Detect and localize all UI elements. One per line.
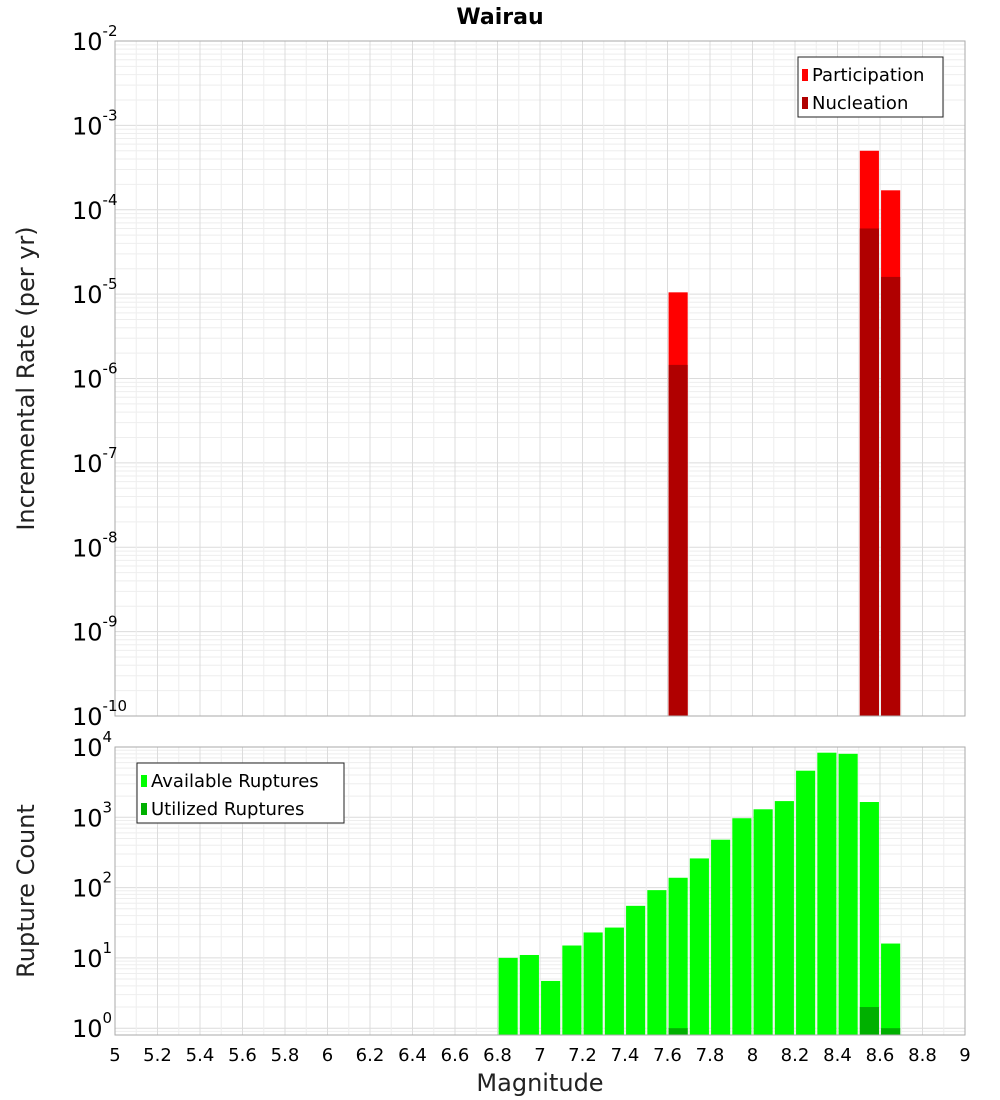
- x-tick-label: 7: [534, 1045, 545, 1066]
- x-tick-label: 5.4: [186, 1045, 215, 1066]
- legend-label-utilized-ruptures: Utilized Ruptures: [151, 799, 304, 820]
- x-tick-label: 5.8: [271, 1045, 300, 1066]
- rate-panel-frame: [114, 40, 966, 717]
- x-tick-label: 8: [747, 1045, 758, 1066]
- legend-label-participation: Participation: [812, 65, 924, 86]
- rate-panel-y-ticks: 10-10 10-9 10-8 10-7 10-6 10-5 10-4 10-3 10-2: [72, 22, 127, 731]
- y-tick-label: 103: [72, 798, 112, 832]
- legend-swatch-participation: [802, 69, 808, 81]
- bar-available-ruptures: [604, 927, 624, 1035]
- bar-utilized-ruptures: [881, 1028, 901, 1035]
- rate-panel-legend: Participation Nucleation: [797, 56, 944, 118]
- y-tick-label: 10-9: [72, 613, 118, 647]
- y-tick-label: 10-10: [72, 697, 127, 731]
- legend-label-available-ruptures: Available Ruptures: [151, 771, 319, 792]
- x-tick-label: 9: [959, 1045, 970, 1066]
- rupture-count-panel-y-axis-label: Rupture Count: [12, 804, 40, 978]
- bar-available-ruptures: [881, 943, 901, 1035]
- x-tick-label: 8.8: [908, 1045, 937, 1066]
- legend-swatch-nucleation: [802, 97, 808, 109]
- y-tick-label: 10-7: [72, 444, 118, 478]
- x-tick-label: 6: [322, 1045, 333, 1066]
- rupture-count-panel-bars: [498, 752, 901, 1035]
- legend-label-nucleation: Nucleation: [812, 93, 908, 114]
- legend-swatch-available-ruptures: [141, 775, 147, 787]
- bar-available-ruptures: [519, 954, 539, 1035]
- rate-panel: 10-10 10-9 10-8 10-7 10-6 10-5 10-4 10-3 10-2 In…: [12, 22, 966, 731]
- magnitude-x-axis-label: Magnitude: [476, 1069, 603, 1097]
- x-tick-label: 7.6: [653, 1045, 682, 1066]
- legend-box: [136, 762, 345, 824]
- x-tick-label: 8.2: [781, 1045, 810, 1066]
- x-tick-label: 6.2: [356, 1045, 385, 1066]
- bar-available-ruptures: [647, 890, 667, 1035]
- bar-utilized-ruptures: [859, 1007, 879, 1035]
- rate-panel-bars: [668, 150, 901, 716]
- bar-available-ruptures: [774, 801, 794, 1035]
- x-tick-label: 7.8: [696, 1045, 725, 1066]
- y-tick-label: 101: [72, 939, 112, 973]
- rupture-count-panel-legend: Available Ruptures Utilized Ruptures: [136, 762, 345, 824]
- y-tick-label: 102: [72, 869, 112, 903]
- x-tick-label: 6.4: [398, 1045, 427, 1066]
- bar-utilized-ruptures: [668, 1028, 688, 1035]
- bar-available-ruptures: [753, 809, 773, 1035]
- bar-available-ruptures: [583, 932, 603, 1035]
- bar-available-ruptures: [626, 905, 646, 1035]
- x-tick-label: 5.2: [143, 1045, 172, 1066]
- bar-available-ruptures: [711, 839, 731, 1035]
- y-tick-label: 10-4: [72, 191, 118, 225]
- y-tick-label: 10-6: [72, 360, 118, 394]
- y-tick-label: 10-3: [72, 106, 118, 140]
- bar-available-ruptures: [541, 980, 561, 1035]
- x-tick-label: 5.6: [228, 1045, 257, 1066]
- rupture-count-panel-y-ticks: 100 101 102 103 104: [72, 728, 112, 1043]
- bar-nucleation: [859, 228, 879, 716]
- rupture-count-panel-frame: [114, 746, 966, 1036]
- legend-box: [797, 56, 944, 118]
- x-tick-label: 6.6: [441, 1045, 470, 1066]
- bar-available-ruptures: [668, 877, 688, 1035]
- x-tick-label: 6.8: [483, 1045, 512, 1066]
- bar-available-ruptures: [817, 752, 837, 1035]
- bar-nucleation: [881, 276, 901, 716]
- bar-available-ruptures: [859, 802, 879, 1035]
- x-tick-label: 7.4: [611, 1045, 640, 1066]
- rate-panel-y-axis-label: Incremental Rate (per yr): [12, 226, 40, 530]
- y-tick-label: 10-2: [72, 22, 118, 56]
- bar-available-ruptures: [498, 957, 518, 1035]
- bar-available-ruptures: [796, 770, 816, 1035]
- y-tick-label: 100: [72, 1009, 112, 1043]
- chart-title: Wairau: [456, 5, 543, 30]
- y-tick-label: 10-5: [72, 275, 118, 309]
- rate-panel-grid: [114, 40, 966, 717]
- bar-available-ruptures: [732, 818, 752, 1035]
- bar-available-ruptures: [838, 753, 858, 1035]
- y-tick-label: 10-8: [72, 528, 118, 562]
- bar-available-ruptures: [689, 858, 709, 1035]
- x-tick-label: 8.6: [866, 1045, 895, 1066]
- x-tick-label: 8.4: [823, 1045, 852, 1066]
- magnitude-x-ticks: 5 5.2 5.4 5.6 5.8 6 6.2 6.4 6.6 6.8 7 7.2 7.4 7.6 7.8 8…: [109, 1045, 970, 1066]
- legend-swatch-utilized-ruptures: [141, 803, 147, 815]
- bar-available-ruptures: [562, 945, 582, 1035]
- y-tick-label: 104: [72, 728, 112, 762]
- rupture-count-panel: 100 101 102 103 104 5 5.2 5.4 5.6 5.8 6 6.2 6.4 6.6 6…: [12, 728, 971, 1097]
- x-tick-label: 5: [109, 1045, 120, 1066]
- x-tick-label: 7.2: [568, 1045, 597, 1066]
- bar-nucleation: [668, 364, 688, 716]
